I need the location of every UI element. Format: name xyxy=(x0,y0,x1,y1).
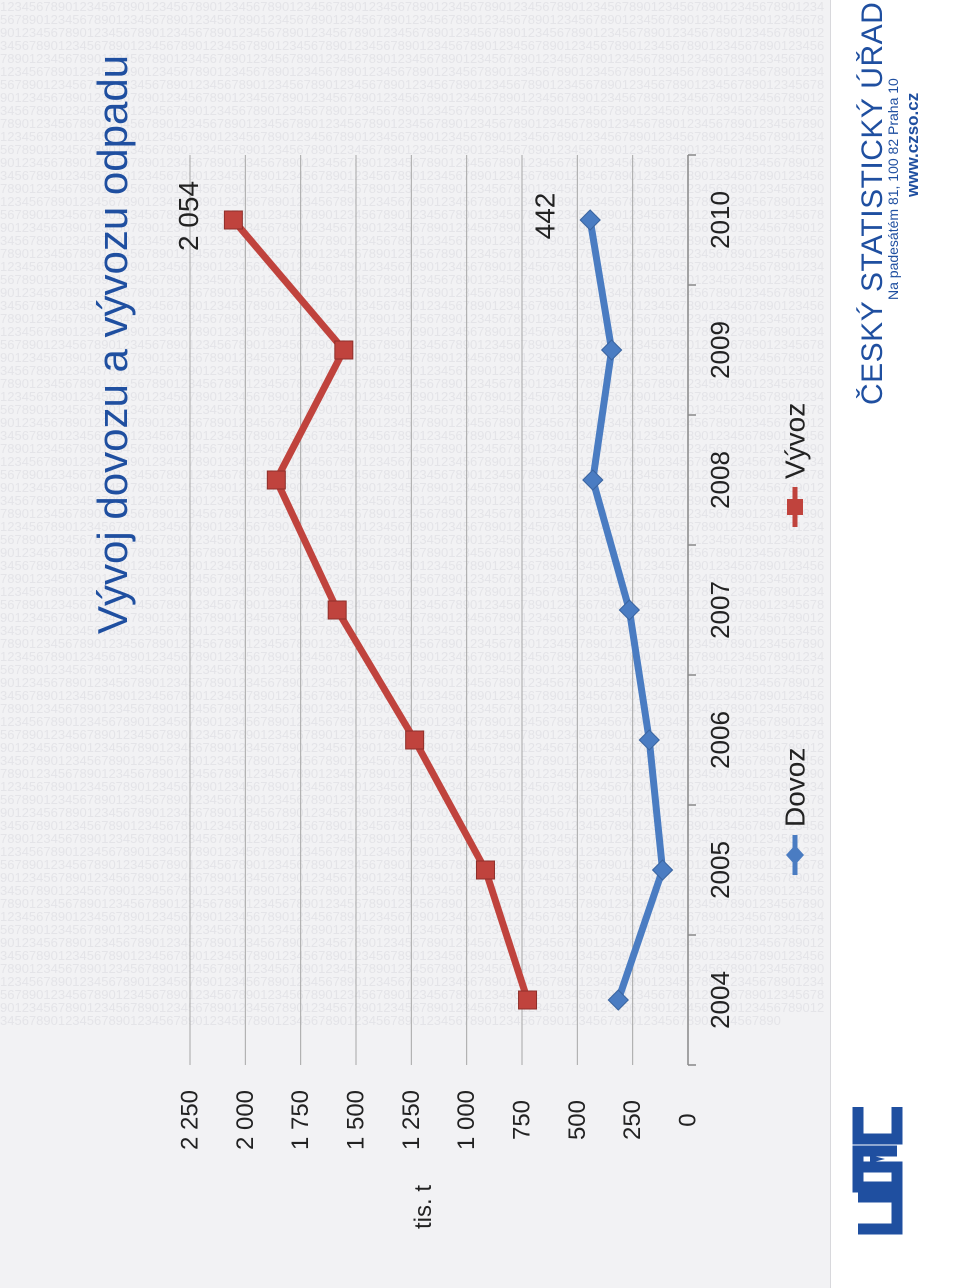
x-tick-label: 2004 xyxy=(705,971,735,1029)
data-point-vyvoz xyxy=(518,990,538,1010)
sidebar-band xyxy=(830,0,960,1288)
data-point-dovoz xyxy=(582,469,604,491)
y-tick-label: 1 750 xyxy=(287,1090,314,1150)
series-line-vyvoz xyxy=(229,216,532,1004)
data-point-dovoz xyxy=(618,599,641,621)
y-axis-label: tis. t xyxy=(410,1185,437,1230)
data-point-dovoz xyxy=(651,859,674,881)
org-address: Na padesátém 81, 100 82 Praha 10 xyxy=(885,78,901,300)
data-label: 2 054 xyxy=(173,181,204,251)
y-tick-label: 0 xyxy=(675,1113,702,1126)
legend-marker-vyvoz xyxy=(787,499,803,515)
data-point-dovoz xyxy=(607,989,629,1011)
y-tick-label: 500 xyxy=(564,1100,591,1140)
data-point-dovoz xyxy=(638,729,660,751)
legend-marker-dovoz xyxy=(786,845,804,865)
data-point-vyvoz xyxy=(266,470,286,490)
data-point-vyvoz xyxy=(327,600,347,620)
data-point-dovoz xyxy=(579,209,601,231)
data-label: 442 xyxy=(530,193,561,240)
y-tick-label: 2 000 xyxy=(232,1090,259,1150)
csu-logo xyxy=(850,1095,905,1235)
data-point-vyvoz xyxy=(334,340,354,360)
legend-label: Vývoz xyxy=(780,403,811,479)
x-tick-label: 2006 xyxy=(705,711,735,769)
y-tick-label: 250 xyxy=(619,1100,646,1140)
org-web-link[interactable]: www.czso.cz xyxy=(903,92,922,197)
data-point-vyvoz xyxy=(223,210,243,230)
x-tick-label: 2009 xyxy=(705,321,735,379)
chart-title: Vývoj dovozu a vývozu odpadu xyxy=(89,54,136,634)
y-tick-label: 750 xyxy=(509,1100,536,1140)
y-tick-label: 1 500 xyxy=(343,1090,370,1150)
data-point-dovoz xyxy=(600,339,623,361)
x-tick-label: 2005 xyxy=(705,841,735,899)
y-tick-label: 1 000 xyxy=(453,1090,480,1150)
data-point-vyvoz xyxy=(405,730,425,750)
x-tick-label: 2007 xyxy=(705,581,735,639)
x-tick-label: 2008 xyxy=(705,451,735,509)
y-tick-label: 2 250 xyxy=(177,1090,204,1150)
legend-label: Dovoz xyxy=(780,748,811,827)
data-point-vyvoz xyxy=(475,860,495,880)
watermark-digits: 1234567890123456789012345678901234567890… xyxy=(0,0,825,1028)
y-tick-label: 1 250 xyxy=(398,1090,425,1150)
x-tick-label: 2010 xyxy=(705,191,735,249)
